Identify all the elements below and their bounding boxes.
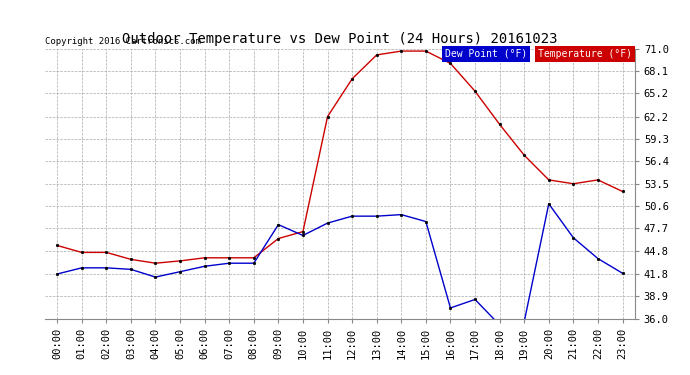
Text: Copyright 2016 Cartronics.com: Copyright 2016 Cartronics.com xyxy=(45,37,201,46)
Text: Dew Point (°F): Dew Point (°F) xyxy=(445,49,527,59)
Text: Temperature (°F): Temperature (°F) xyxy=(538,49,632,59)
Title: Outdoor Temperature vs Dew Point (24 Hours) 20161023: Outdoor Temperature vs Dew Point (24 Hou… xyxy=(122,32,558,46)
Text: Dew Point (°F): Dew Point (°F) xyxy=(0,374,1,375)
